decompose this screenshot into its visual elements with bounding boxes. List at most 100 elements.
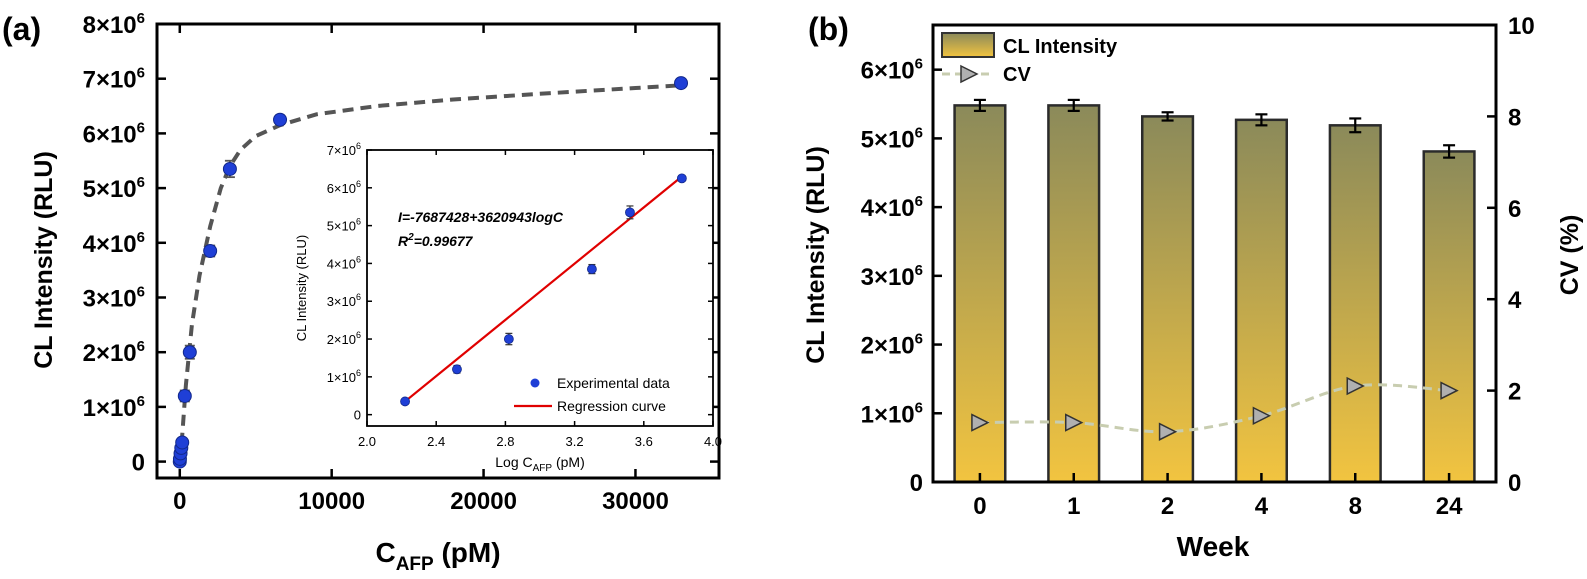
panel-b-y2-label: CV (%) [1556,215,1584,296]
inset-points [400,173,687,407]
tick-label-base: 4×10 [83,231,137,258]
x-tick-label: 10000 [298,488,365,515]
panel-a: (a) 01×1062×1063×1064×1065×1066×1067×106… [2,10,721,575]
panel-a-label: (a) [2,11,41,47]
y2-tick-label: 8 [1508,104,1521,131]
cv-marker [1440,381,1459,400]
panel-b-x-label: Week [1177,531,1250,562]
data-point [222,161,237,176]
data-point [175,435,190,450]
tick-label-base: 6×10 [861,58,915,85]
panel-a-x-axis: 0 10000 20000 30000 [173,24,669,515]
tick-label-exponent: 6 [915,262,923,279]
tick-label-base: 2×10 [327,332,356,347]
tick-label-base: 2×10 [83,340,137,367]
inset-data-point [400,396,410,407]
inset-data-point [625,207,635,218]
tick-label-exponent: 6 [137,174,145,191]
cv-marker [1346,376,1365,396]
cv-marker [1252,406,1272,425]
inset-x-axis: 2.0 2.4 2.8 3.2 3.6 4.0 [358,150,722,449]
panel-b-legend-swatch [941,32,995,58]
data-point [182,345,197,360]
inset-y-tick-label: 7×106 [327,141,361,158]
tick-label-exponent: 6 [915,331,923,348]
inset-r2-value: =0.99677 [414,233,474,249]
tick-label-exponent: 6 [915,56,923,73]
inset-r2: R2=0.99677 [398,232,474,249]
tick-label-exponent: 6 [137,119,145,136]
data-point [674,76,689,91]
y-tick-label: 7×106 [83,65,145,94]
cv-marker [971,413,990,432]
panel-a-y-label: CL Intensity (RLU) [30,151,58,369]
panel-a-points [172,76,689,469]
y2-tick-label: 10 [1508,13,1535,40]
inset-r2-prefix: R [398,233,409,249]
panel-b-legend-marker [960,64,979,84]
panel-a-frame [155,22,721,480]
inset-frame [366,149,714,427]
inset-y-label: CL Intensity (RLU) [294,235,309,341]
tick-label-base: 0 [354,408,361,423]
x-tick-label: 0 [173,488,186,515]
x-tick-label: 0 [973,493,986,520]
tick-label-exponent: 6 [915,399,923,416]
tick-label-base: 7×10 [83,67,137,94]
inset-y-tick-label: 3×106 [327,292,361,309]
inset-y-tick-label: 6×106 [327,179,361,196]
y2-tick-label: 0 [1508,470,1521,497]
tick-label-base: 4×10 [861,195,915,222]
inset-r2-exp: 2 [407,232,414,243]
inset-x-tick-label: 3.6 [635,434,653,449]
y2-tick-label: 2 [1508,379,1521,406]
y-tick-label: 1×106 [861,399,923,428]
panel-b-y-label: CL Intensity (RLU) [802,146,830,364]
y-tick-label: 3×106 [861,262,923,291]
inset-data-point [676,173,687,184]
panel-a-x-label-main: C [375,537,395,568]
y-tick-label: 2×106 [83,338,145,367]
x-tick-label: 4 [1255,493,1269,520]
inset-x-tick-label: 4.0 [704,434,722,449]
cv-marker [1158,422,1178,441]
y-tick-label: 5×106 [861,124,923,153]
y2-tick-label: 4 [1508,287,1522,314]
y2-tick-label: 6 [1508,196,1521,223]
inset-data-point [503,334,514,344]
tick-label-exponent: 6 [137,283,145,300]
inset-legend-dot [530,378,540,388]
x-tick-label: 1 [1067,493,1080,520]
y-tick-label: 6×106 [861,56,923,85]
tick-label-exponent: 6 [356,368,361,378]
tick-label-base: 1×10 [861,401,915,428]
bar [1328,124,1382,484]
panel-a-y-axis: 01×1062×1063×1064×1065×1066×1067×1068×10… [83,10,719,477]
x-tick-label: 8 [1349,493,1362,520]
tick-label-exponent: 6 [915,124,923,141]
tick-label-base: 7×10 [327,143,356,158]
panel-b-y2-axis: 0 2 4 6 8 10 [1487,13,1535,497]
panel-b-frame [931,23,1498,484]
bar [1422,150,1476,484]
tick-label-base: 5×10 [83,176,137,203]
panel-a-x-label: CAFP (pM) [375,537,500,575]
tick-label-exponent: 6 [915,193,923,210]
inset-x-tick-label: 3.2 [566,434,584,449]
tick-label-base: 8×10 [83,12,137,39]
inset-x-tick-label: 2.4 [427,434,445,449]
inset-y-tick-label: 0 [354,408,361,423]
inset-y-tick-label: 5×106 [327,217,361,234]
panel-b-legend-cv: CV [1003,64,1031,86]
tick-label-exponent: 6 [137,10,145,27]
inset-legend-regression: Regression curve [557,398,666,414]
inset-x-label-unit: (pM) [552,454,585,470]
inset-x-label-sub: AFP [533,463,553,474]
tick-label-exponent: 6 [137,229,145,246]
tick-label-exponent: 6 [356,254,361,264]
inset-equation: I=-7687428+3620943logC [398,209,564,225]
